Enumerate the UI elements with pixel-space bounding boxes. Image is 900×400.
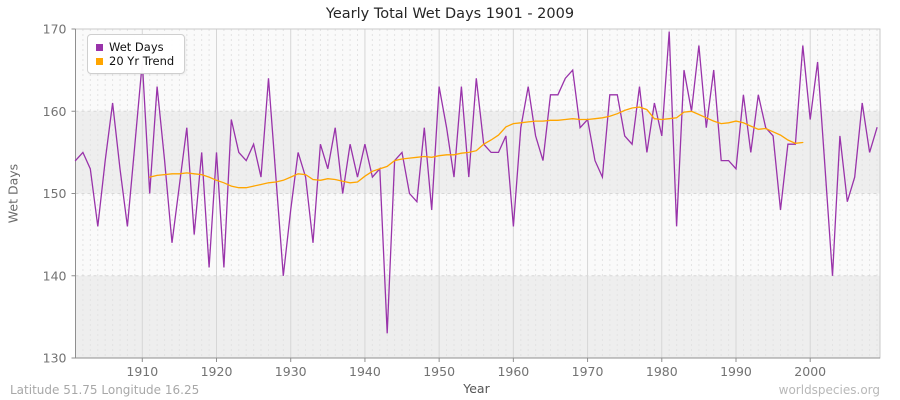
x-tick-label: 1990: [720, 364, 752, 379]
x-tick-label: 1940: [349, 364, 381, 379]
legend-item-wet-days: Wet Days: [96, 40, 174, 54]
x-tick-label: 1930: [275, 364, 307, 379]
legend-label: 20 Yr Trend: [109, 54, 175, 68]
x-tick-label: 1910: [126, 364, 158, 379]
20-yr-trend-line: [149, 106, 804, 189]
x-tick-label: 1970: [572, 364, 604, 379]
x-tick-label: 1960: [497, 364, 529, 379]
y-tick-label: 170: [43, 22, 67, 37]
y-tick-label: 160: [43, 104, 67, 119]
footer-location: Latitude 51.75 Longitude 16.25: [10, 383, 200, 397]
y-axis-label: Wet Days: [5, 163, 21, 224]
legend: Wet Days 20 Yr Trend: [87, 34, 186, 74]
wet-days-swatch-icon: [96, 43, 103, 51]
footer-watermark: worldspecies.org: [778, 383, 880, 397]
x-tick-label: 2000: [794, 364, 826, 379]
legend-label: Wet Days: [109, 40, 164, 54]
trend-swatch-icon: [96, 57, 103, 65]
wet-days-line: [74, 31, 878, 334]
x-tick-label: 1920: [201, 364, 233, 379]
x-axis-label: Year: [463, 381, 490, 396]
x-tick-label: 1950: [423, 364, 455, 379]
shaded-band: [75, 275, 880, 358]
y-tick-label: 140: [43, 268, 67, 283]
shaded-band: [75, 111, 880, 194]
y-tick-label: 130: [43, 351, 67, 366]
x-tick-label: 1980: [646, 364, 678, 379]
legend-item-trend: 20 Yr Trend: [96, 54, 174, 68]
y-tick-label: 150: [43, 186, 67, 201]
chart-title: Yearly Total Wet Days 1901 - 2009: [325, 6, 575, 22]
